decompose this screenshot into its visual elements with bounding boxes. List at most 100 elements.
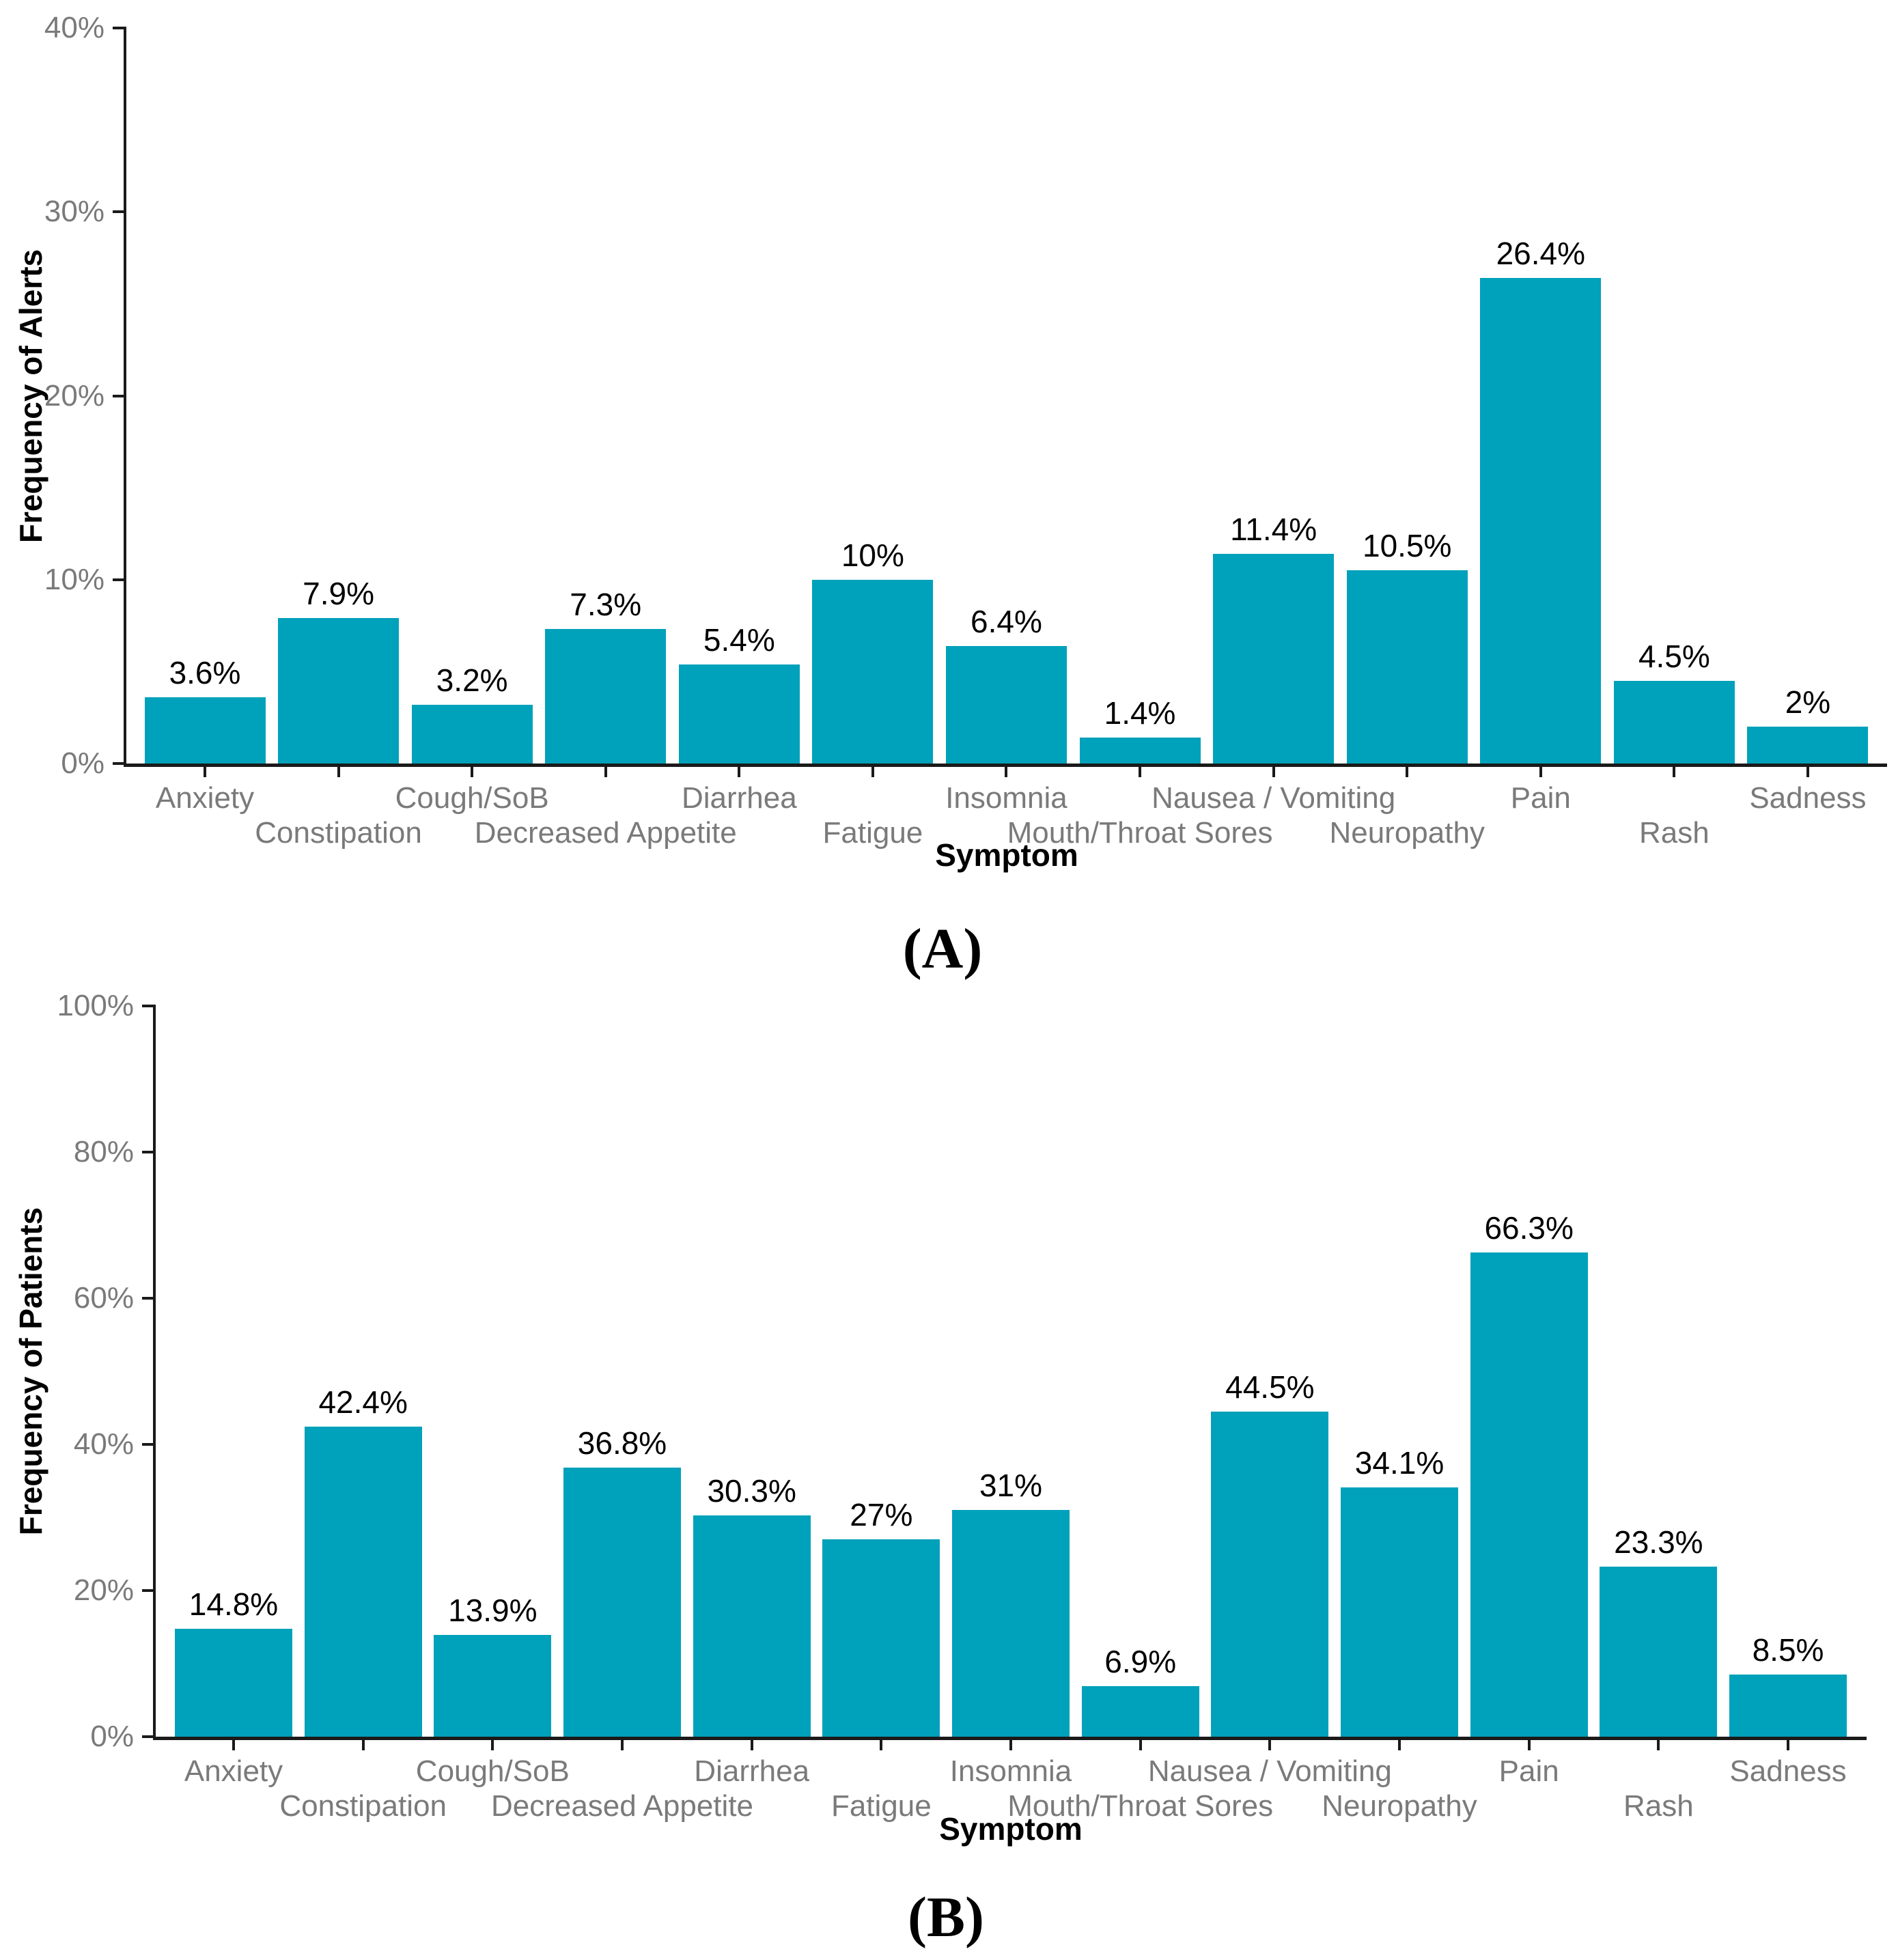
bar-value-label: 7.9% xyxy=(303,576,374,612)
y-tick-mark xyxy=(113,210,124,214)
x-tick-mark xyxy=(1139,1740,1142,1750)
bar-value-label: 31% xyxy=(979,1468,1043,1504)
bar-insomnia xyxy=(945,645,1067,764)
bar-sadness xyxy=(1747,727,1869,764)
x-tick-mark xyxy=(1806,767,1809,777)
bar-rash xyxy=(1613,680,1735,764)
x-tick-mark xyxy=(604,767,607,777)
x-tick-label: Pain xyxy=(1498,1754,1559,1788)
y-axis-line xyxy=(153,1005,156,1740)
x-tick-mark xyxy=(1268,1740,1272,1750)
x-tick-label: Diarrhea xyxy=(694,1754,810,1788)
x-tick-mark xyxy=(1272,767,1275,777)
x-tick-label: Sadness xyxy=(1729,1754,1847,1788)
x-tick-label: Anxiety xyxy=(155,781,255,815)
bar-value-label: 11.4% xyxy=(1230,512,1317,548)
bar-value-label: 2% xyxy=(1785,684,1831,720)
panel-label-a: (A) xyxy=(902,917,983,981)
bar-pain xyxy=(1470,1252,1588,1737)
y-tick-mark xyxy=(113,394,124,397)
bar-decreased-appetite xyxy=(545,629,667,764)
x-tick-label: Constipation xyxy=(279,1789,447,1823)
bar-value-label: 44.5% xyxy=(1225,1369,1315,1405)
x-tick-label: Mouth/Throat Sores xyxy=(1007,816,1273,850)
panel-label-b: (B) xyxy=(908,1886,984,1949)
x-tick-label: Mouth/Throat Sores xyxy=(1007,1789,1274,1823)
x-tick-mark xyxy=(1005,767,1008,777)
bar-anxiety xyxy=(144,697,266,764)
y-tick-label: 60% xyxy=(73,1281,134,1315)
x-tick-mark xyxy=(232,1740,235,1750)
x-tick-mark xyxy=(1657,1740,1660,1750)
bar-value-label: 14.8% xyxy=(189,1586,279,1622)
x-tick-label: Anxiety xyxy=(184,1754,283,1788)
bar-diarrhea xyxy=(678,664,800,764)
x-tick-mark xyxy=(1009,1740,1013,1750)
x-tick-mark xyxy=(880,1740,883,1750)
x-tick-label: Cough/SoB xyxy=(415,1754,570,1788)
bar-neuropathy xyxy=(1346,570,1468,764)
x-axis-line xyxy=(153,1737,1867,1740)
y-tick-mark xyxy=(113,762,124,765)
bar-value-label: 27% xyxy=(850,1497,913,1533)
y-tick-label: 40% xyxy=(44,11,104,44)
y-tick-label: 30% xyxy=(44,195,104,229)
bar-value-label: 6.9% xyxy=(1104,1644,1177,1680)
x-tick-mark xyxy=(1787,1740,1790,1750)
x-tick-mark xyxy=(337,767,340,777)
bar-value-label: 10% xyxy=(841,537,904,573)
x-tick-mark xyxy=(871,767,874,777)
bar-nausea-vomiting xyxy=(1211,1411,1329,1737)
bar-value-label: 36.8% xyxy=(577,1425,667,1461)
y-tick-mark xyxy=(113,27,124,29)
bar-rash xyxy=(1600,1566,1718,1737)
bar-value-label: 34.1% xyxy=(1354,1445,1445,1481)
x-tick-label: Nausea / Vomiting xyxy=(1147,1754,1392,1788)
bar-value-label: 3.6% xyxy=(169,655,241,691)
bar-value-label: 6.4% xyxy=(971,603,1042,639)
y-tick-mark xyxy=(142,1735,153,1738)
bar-value-label: 13.9% xyxy=(448,1593,538,1629)
y-tick-mark xyxy=(113,578,124,581)
x-tick-mark xyxy=(471,767,474,777)
x-axis-title-symptom-a: Symptom xyxy=(935,837,1078,873)
bar-anxiety xyxy=(175,1628,292,1737)
x-tick-label: Neuropathy xyxy=(1329,816,1485,850)
x-tick-mark xyxy=(621,1740,624,1750)
x-tick-label: Fatigue xyxy=(822,816,923,850)
y-tick-label: 10% xyxy=(44,562,104,596)
x-tick-label: Constipation xyxy=(255,816,422,850)
y-tick-mark xyxy=(142,1297,153,1300)
y-tick-label: 40% xyxy=(73,1427,134,1461)
bar-decreased-appetite xyxy=(563,1468,681,1737)
y-tick-mark xyxy=(142,1005,153,1007)
x-tick-mark xyxy=(204,767,206,777)
x-tick-mark xyxy=(491,1740,494,1750)
bar-fatigue xyxy=(812,579,934,764)
bar-fatigue xyxy=(822,1539,940,1737)
x-axis-title-symptom-b: Symptom xyxy=(939,1811,1083,1847)
x-tick-mark xyxy=(361,1740,365,1750)
bar-pain xyxy=(1480,278,1602,764)
bar-value-label: 42.4% xyxy=(318,1384,408,1420)
x-tick-label: Rash xyxy=(1623,1789,1694,1823)
bar-value-label: 26.4% xyxy=(1496,236,1586,272)
x-tick-mark xyxy=(1539,767,1542,777)
x-tick-label: Diarrhea xyxy=(681,781,797,815)
bar-value-label: 1.4% xyxy=(1104,695,1176,731)
x-tick-label: Fatigue xyxy=(831,1789,932,1823)
x-tick-mark xyxy=(1406,767,1409,777)
x-tick-label: Decreased Appetite xyxy=(490,1789,754,1823)
y-tick-label: 20% xyxy=(73,1573,134,1607)
bar-value-label: 10.5% xyxy=(1363,528,1452,564)
bar-constipation xyxy=(304,1427,422,1737)
y-tick-label: 0% xyxy=(90,1720,134,1753)
bar-mouth-throat-sores xyxy=(1081,1686,1199,1737)
x-tick-mark xyxy=(1139,767,1142,777)
x-tick-label: Decreased Appetite xyxy=(474,816,737,850)
bar-value-label: 7.3% xyxy=(570,587,642,623)
x-tick-mark xyxy=(738,767,741,777)
bar-insomnia xyxy=(952,1510,1070,1737)
